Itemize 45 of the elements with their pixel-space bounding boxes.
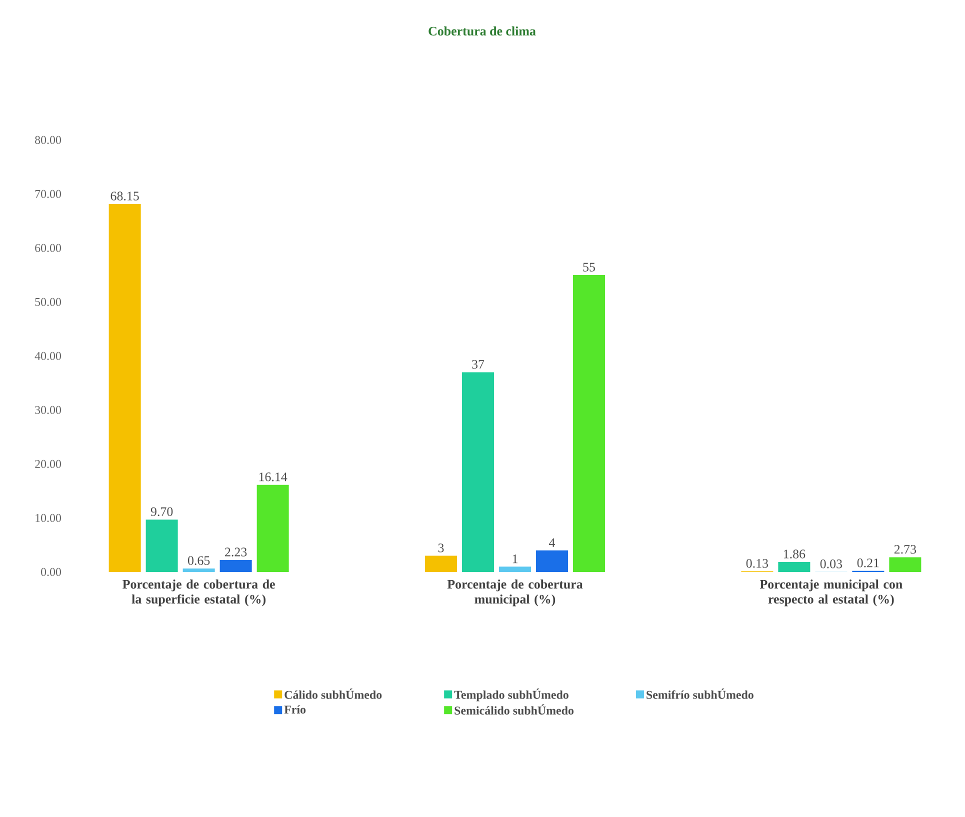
data-label: 16.14 — [259, 472, 288, 482]
bar — [889, 557, 922, 572]
bar — [108, 204, 141, 572]
data-label: 0.65 — [188, 556, 210, 565]
data-label: 0.21 — [857, 558, 879, 568]
y-tick-label: 10.00 — [36, 514, 62, 522]
data-label: 9.70 — [150, 507, 173, 516]
y-tick-label: 80.00 — [35, 136, 62, 144]
y-tick-label: 30.00 — [35, 406, 62, 414]
y-tick-label: 50.00 — [35, 298, 62, 306]
y-tick-label: 20.00 — [35, 460, 62, 468]
bar — [256, 484, 289, 572]
data-label: 3 — [438, 544, 444, 552]
y-tick-label: 40.00 — [34, 352, 62, 360]
data-label: 55 — [583, 262, 595, 272]
chart-title: Cobertura de clima — [428, 26, 536, 36]
y-tick-label: 70.00 — [35, 190, 62, 198]
bar — [499, 566, 532, 572]
bar — [146, 520, 178, 572]
data-label: 2.73 — [894, 544, 916, 554]
data-label: 1 — [512, 554, 518, 564]
data-label: 1.86 — [784, 550, 806, 558]
x-tick-label: Porcentaje de cobertura municipal (%) — [447, 580, 583, 606]
bar — [573, 274, 606, 572]
bar — [778, 562, 810, 572]
x-tick-label: Porcentaje de cobertura de la superficie estatal (%) — [122, 580, 275, 606]
y-tick-label: 60.00 — [35, 244, 62, 252]
legend-label: Cálido subhÚmedo — [284, 688, 382, 699]
data-label: 4 — [549, 538, 556, 547]
data-label: 68.15 — [110, 192, 139, 200]
legend-label: Semicálido subhÚmedo — [454, 704, 574, 715]
data-label: 2.23 — [225, 548, 247, 556]
bar — [425, 556, 458, 572]
bar — [462, 372, 494, 572]
data-label: 0.13 — [746, 558, 768, 568]
legend-label: Semifrío subhÚmedo — [646, 688, 754, 699]
data-label: 37 — [472, 360, 484, 369]
bar — [182, 568, 215, 572]
y-tick-label: 0.00 — [41, 568, 62, 576]
bar — [220, 560, 252, 572]
legend-label: Templado subhÚmedo — [454, 688, 568, 702]
x-tick-label: Porcentaje municipal con respecto al estatal (%) — [760, 580, 902, 606]
legend-label: Frío — [284, 705, 306, 714]
data-label: 0.03 — [820, 560, 842, 568]
bar — [536, 550, 568, 572]
